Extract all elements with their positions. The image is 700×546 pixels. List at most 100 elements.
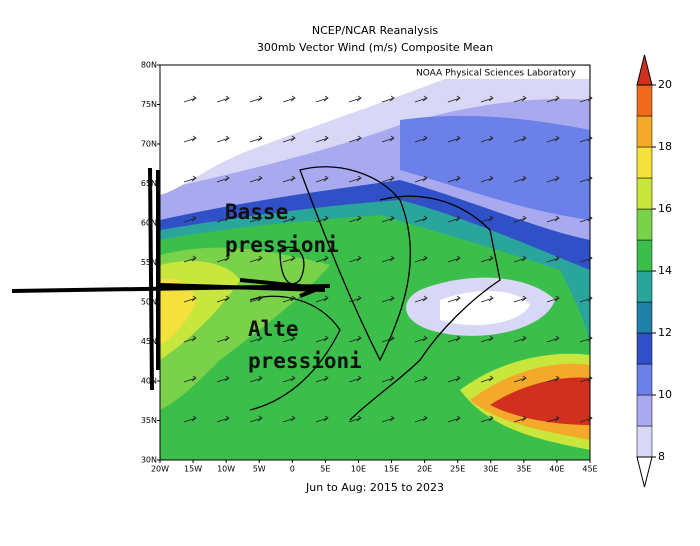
lat-label: 45N — [141, 337, 157, 346]
wind-arrow — [216, 375, 230, 383]
wind-arrow — [480, 255, 494, 263]
wind-arrow — [513, 135, 527, 143]
wind-arrow — [183, 335, 197, 343]
wind-arrow — [249, 335, 263, 343]
wind-arrow — [381, 95, 395, 103]
wind-arrow — [249, 135, 263, 143]
wind-arrow — [216, 335, 230, 343]
wind-arrow — [348, 335, 362, 343]
wind-arrow — [447, 175, 461, 183]
lat-label: 50N — [141, 298, 157, 307]
wind-arrow — [447, 335, 461, 343]
annotation: Basse — [225, 200, 288, 224]
wind-arrow — [513, 175, 527, 183]
wind-arrow — [249, 215, 263, 223]
wind-arrow — [249, 95, 263, 103]
lon-label: 35E — [516, 465, 531, 474]
wind-arrow — [579, 135, 593, 143]
wind-arrow — [579, 95, 593, 103]
subtitle: 300mb Vector Wind (m/s) Composite Mean — [257, 41, 493, 54]
wind-arrow — [216, 215, 230, 223]
wind-arrow — [414, 375, 428, 383]
wind-arrow — [249, 415, 263, 423]
wind-arrow — [315, 335, 329, 343]
wind-arrow — [414, 215, 428, 223]
wind-arrow — [513, 215, 527, 223]
wind-arrow — [183, 255, 197, 263]
colorbar-label: 20 — [658, 78, 672, 91]
wind-arrow — [546, 135, 560, 143]
wind-arrow — [414, 135, 428, 143]
wind-arrow — [579, 215, 593, 223]
lon-label: 40E — [549, 465, 564, 474]
wind-arrow — [480, 135, 494, 143]
wind-arrow — [183, 415, 197, 423]
wind-arrow — [579, 295, 593, 303]
wind-arrow — [249, 255, 263, 263]
wind-arrow — [546, 375, 560, 383]
wind-arrow — [216, 255, 230, 263]
lon-label: 30E — [483, 465, 498, 474]
lat-label: 80N — [141, 61, 157, 70]
wind-arrow — [447, 215, 461, 223]
wind-arrow — [579, 375, 593, 383]
lat-label: 40N — [141, 377, 157, 386]
wind-arrow — [579, 415, 593, 423]
title: NCEP/NCAR Reanalysis — [312, 24, 438, 37]
wind-arrow — [249, 375, 263, 383]
wind-arrow — [315, 375, 329, 383]
colorbar-bin — [636, 208, 653, 241]
wind-arrow — [216, 135, 230, 143]
wind-arrow — [315, 135, 329, 143]
lon-label: 20W — [151, 465, 169, 474]
lon-label: 5E — [320, 465, 330, 474]
wind-arrow — [348, 255, 362, 263]
wind-arrow — [348, 175, 362, 183]
wind-arrow — [447, 95, 461, 103]
credit-box — [404, 66, 589, 79]
colorbar-label: 18 — [658, 140, 672, 153]
wind-arrow — [282, 135, 296, 143]
lon-label: 20E — [417, 465, 432, 474]
wind-arrow — [381, 375, 395, 383]
wind-arrow — [447, 375, 461, 383]
wind-arrow — [216, 295, 230, 303]
colorbar-label: 14 — [658, 264, 672, 277]
wind-arrow — [546, 215, 560, 223]
annotation: Alte — [248, 317, 299, 341]
wind-arrow — [315, 95, 329, 103]
lon-label: 10E — [351, 465, 366, 474]
wind-arrow — [216, 415, 230, 423]
colorbar-bin — [636, 270, 653, 303]
wind-arrow — [381, 415, 395, 423]
wind-arrow — [480, 215, 494, 223]
lat-label: 55N — [141, 258, 157, 267]
wind-arrow — [447, 415, 461, 423]
wind-arrow — [546, 255, 560, 263]
colorbar-bin — [636, 84, 653, 117]
wind-arrow — [315, 255, 329, 263]
wind-arrow — [579, 335, 593, 343]
lon-label: 0 — [290, 465, 295, 474]
colorbar-label: 10 — [658, 388, 672, 401]
wind-arrow — [381, 295, 395, 303]
lon-label: 5W — [253, 465, 266, 474]
wind-arrow — [282, 335, 296, 343]
wind-arrow — [216, 95, 230, 103]
wind-arrow — [447, 135, 461, 143]
wind-arrow — [546, 415, 560, 423]
colorbar-bin — [636, 239, 653, 272]
wind-arrow — [447, 255, 461, 263]
wind-arrow — [183, 295, 197, 303]
wind-arrow — [381, 215, 395, 223]
colorbar-under — [636, 456, 653, 488]
colorbar-bin — [636, 332, 653, 365]
wind-arrow — [348, 95, 362, 103]
wind-arrow — [381, 335, 395, 343]
colorbar-over — [636, 54, 653, 86]
wind-arrow — [414, 175, 428, 183]
lat-label: 30N — [141, 456, 157, 465]
wind-arrow — [216, 175, 230, 183]
colorbar-bin — [636, 177, 653, 210]
wind-arrow — [315, 295, 329, 303]
